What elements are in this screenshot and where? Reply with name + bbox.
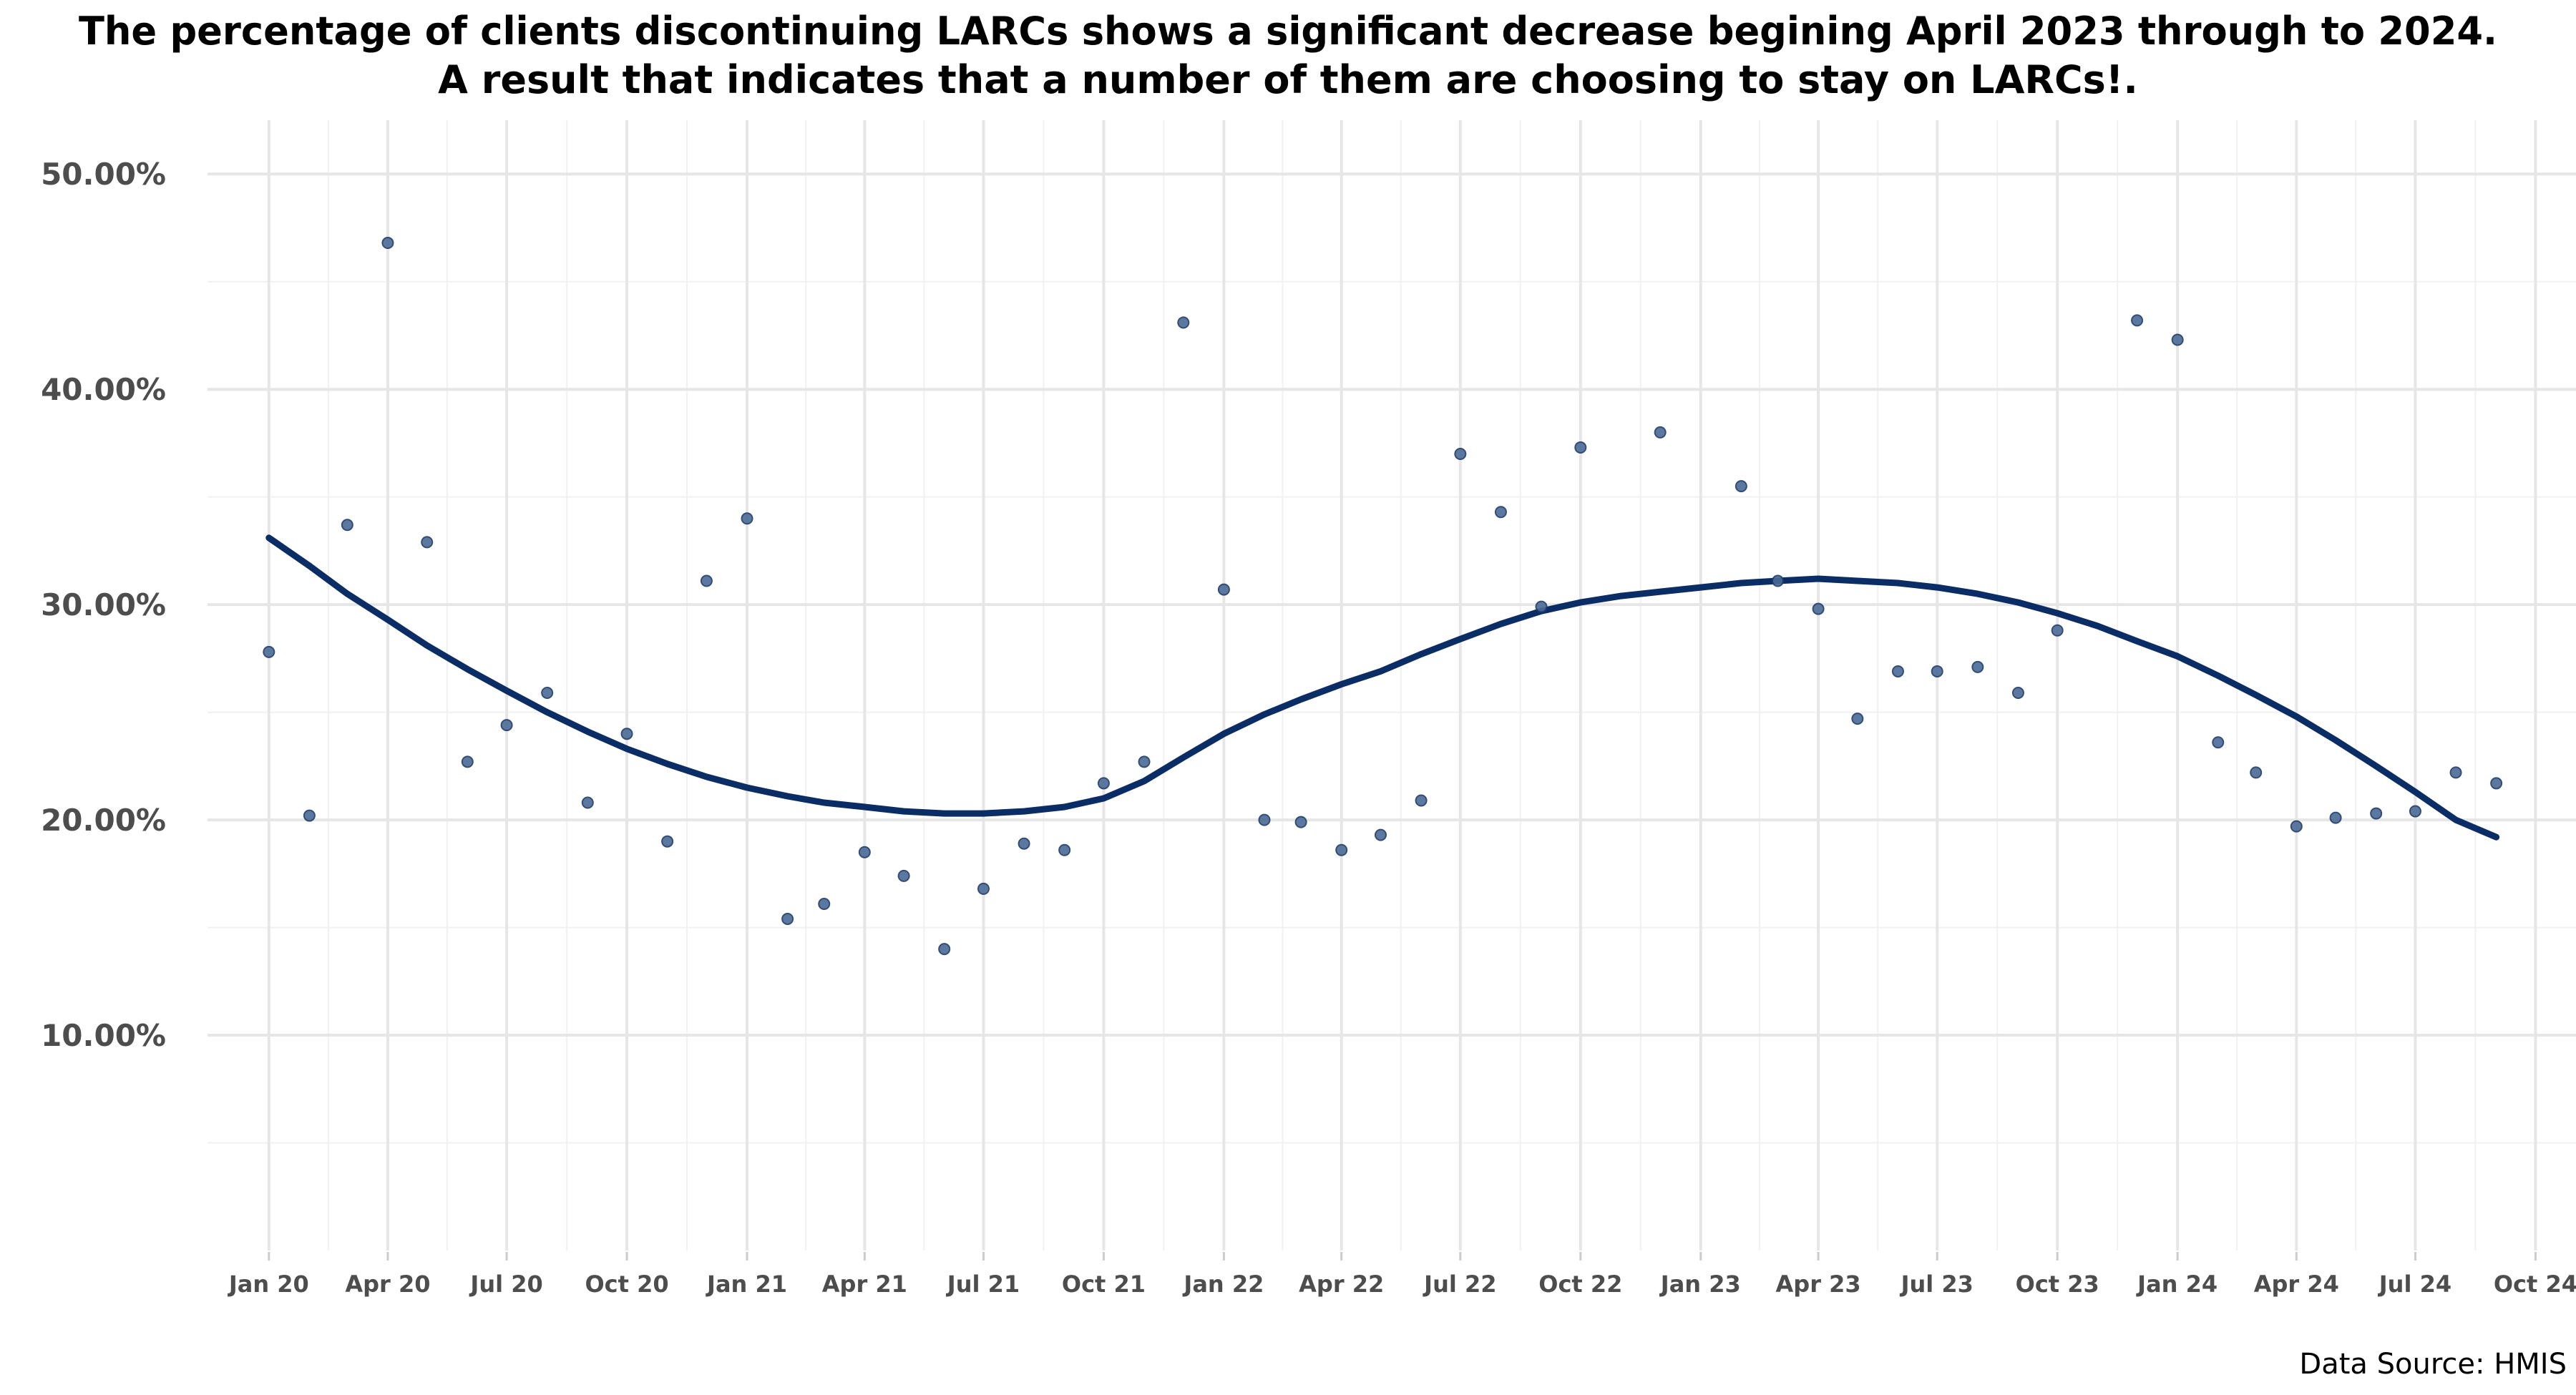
data-point xyxy=(1335,843,1348,856)
data-point xyxy=(1018,837,1030,850)
data-point xyxy=(741,512,753,525)
x-tick-label: Jan 20 xyxy=(228,1271,309,1298)
data-point xyxy=(2290,820,2303,833)
data-point xyxy=(1058,843,1071,856)
data-point xyxy=(818,897,831,910)
points-layer xyxy=(263,237,2503,956)
x-tick-label: Oct 24 xyxy=(2494,1271,2576,1298)
x-tick-label: Apr 24 xyxy=(2254,1271,2339,1298)
data-point xyxy=(700,574,713,587)
x-tick-label: Apr 23 xyxy=(1776,1271,1861,1298)
data-point xyxy=(1812,602,1825,615)
data-point xyxy=(781,913,794,926)
data-point xyxy=(620,728,633,740)
data-point xyxy=(1574,441,1587,454)
data-point xyxy=(1735,480,1747,493)
data-point xyxy=(500,719,513,732)
data-point xyxy=(1374,828,1387,841)
y-tick-label: 10.00% xyxy=(41,1018,166,1053)
x-axis-ticks: Jan 20 Apr 20 Jul 20 Oct 20 Jan 21 Apr 21 Jul … xyxy=(228,1271,2576,1298)
data-point xyxy=(1654,426,1667,439)
grid-layer xyxy=(208,120,2576,1261)
trend-layer xyxy=(265,534,2500,841)
x-tick-label: Jul 22 xyxy=(1423,1271,1496,1298)
y-tick-label: 50.00% xyxy=(41,157,166,192)
data-point xyxy=(2011,687,2024,700)
x-tick-label: Oct 22 xyxy=(1538,1271,1622,1298)
data-point xyxy=(263,645,275,658)
data-point xyxy=(381,237,394,250)
data-point xyxy=(1454,447,1467,460)
y-axis-ticks: 10.00% 20.00% 30.00% 40.00% 50.00% xyxy=(41,157,166,1053)
data-point xyxy=(303,809,316,822)
y-tick-label: 30.00% xyxy=(41,587,166,622)
x-tick-label: Oct 20 xyxy=(585,1271,668,1298)
data-point xyxy=(581,796,594,809)
y-tick-label: 20.00% xyxy=(41,803,166,838)
x-tick-label: Jul 24 xyxy=(2378,1271,2451,1298)
data-point xyxy=(661,835,674,848)
data-point xyxy=(1294,816,1307,828)
chart-title-line-2: A result that indicates that a number of… xyxy=(438,57,2138,102)
x-tick-label: Apr 20 xyxy=(345,1271,430,1298)
data-point xyxy=(897,869,910,882)
data-point xyxy=(2212,736,2225,749)
data-point xyxy=(2329,811,2342,824)
data-point xyxy=(2449,766,2462,779)
data-point xyxy=(858,846,871,858)
trend-line xyxy=(265,534,2500,841)
chart-title-line-1: The percentage of clients discontinuing … xyxy=(79,9,2497,54)
x-tick-label: Apr 22 xyxy=(1299,1271,1384,1298)
y-tick-label: 40.00% xyxy=(41,372,166,407)
x-tick-label: Jul 21 xyxy=(946,1271,1020,1298)
data-point xyxy=(1138,755,1151,768)
data-point xyxy=(1258,813,1271,826)
data-point xyxy=(2131,314,2144,327)
data-point xyxy=(1415,794,1428,807)
data-point xyxy=(1494,506,1507,519)
data-point xyxy=(1851,713,1864,725)
data-point xyxy=(1971,660,1984,673)
x-tick-label: Oct 21 xyxy=(1062,1271,1146,1298)
data-point xyxy=(2171,333,2184,346)
x-tick-label: Jan 24 xyxy=(2136,1271,2218,1298)
data-source-caption: Data Source: HMIS xyxy=(2299,1348,2567,1381)
x-tick-label: Jan 21 xyxy=(706,1271,787,1298)
x-tick-label: Jul 23 xyxy=(1900,1271,1974,1298)
data-point xyxy=(2051,624,2064,637)
x-tick-label: Oct 23 xyxy=(2016,1271,2099,1298)
data-point xyxy=(2490,777,2503,790)
data-point xyxy=(461,755,474,768)
x-tick-label: Jul 20 xyxy=(469,1271,542,1298)
data-point xyxy=(2409,805,2421,818)
data-point xyxy=(1535,600,1548,613)
x-tick-label: Jan 23 xyxy=(1659,1271,1741,1298)
data-point xyxy=(1217,583,1230,596)
data-point xyxy=(1097,777,1110,790)
data-point xyxy=(421,536,434,549)
data-point xyxy=(341,519,353,532)
data-point xyxy=(1891,665,1904,677)
data-point xyxy=(2250,766,2263,779)
data-point xyxy=(1177,316,1190,329)
data-point xyxy=(541,687,554,700)
data-point xyxy=(2370,807,2383,820)
data-point xyxy=(1931,665,1943,677)
x-tick-label: Jan 22 xyxy=(1182,1271,1264,1298)
data-point xyxy=(938,943,951,956)
x-tick-label: Apr 21 xyxy=(822,1271,907,1298)
data-point xyxy=(1771,574,1784,587)
data-point xyxy=(977,882,990,895)
